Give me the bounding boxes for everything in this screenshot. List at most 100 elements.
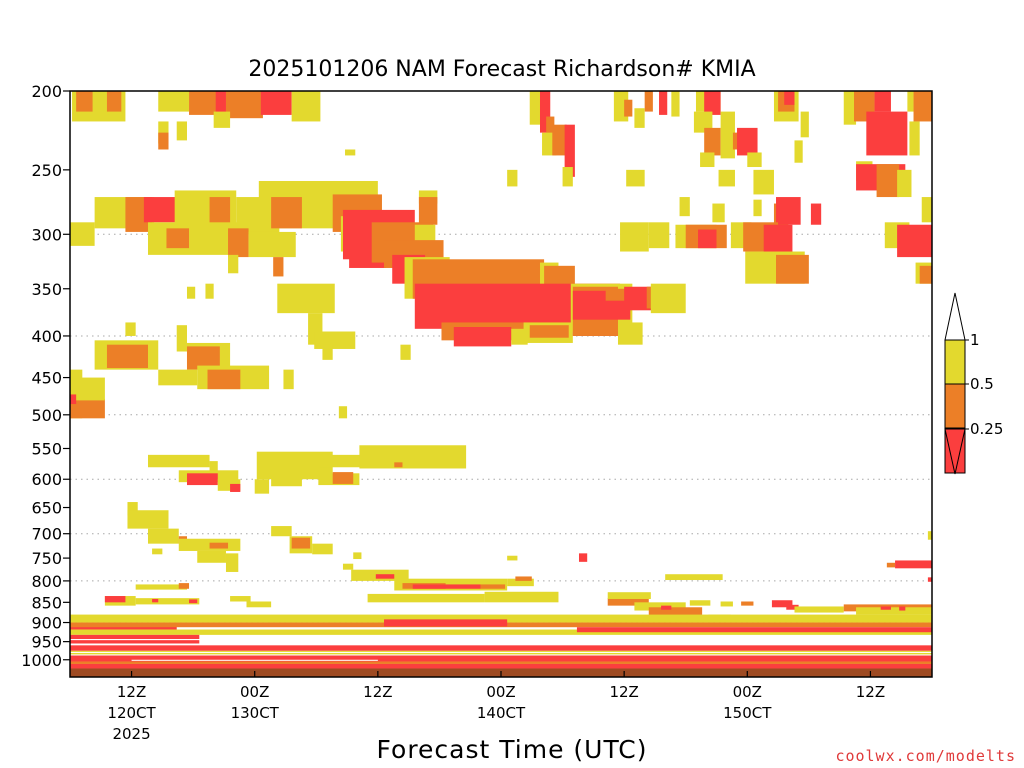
cell-107 <box>314 331 356 349</box>
cell-207 <box>856 607 932 615</box>
cell-76 <box>70 222 95 246</box>
gap-3 <box>70 651 932 653</box>
x-axis-label: Forecast Time (UTC) <box>377 735 648 764</box>
cell-12 <box>213 111 231 128</box>
cell-96 <box>776 254 809 284</box>
cell-5 <box>215 91 226 115</box>
cell-169 <box>291 537 311 549</box>
cell-4 <box>189 91 218 115</box>
cell-210 <box>927 531 932 540</box>
y-tick-label-500: 500 <box>31 406 62 425</box>
cell-140 <box>70 398 105 419</box>
cell-220 <box>384 619 508 627</box>
cell-21 <box>562 167 573 187</box>
cell-158 <box>127 502 138 516</box>
cell-8 <box>291 91 321 122</box>
cell-205 <box>794 606 844 613</box>
y-tick-label-750: 750 <box>31 549 62 568</box>
cell-170 <box>312 543 333 555</box>
cell-163 <box>209 542 229 549</box>
cell-130 <box>176 325 187 352</box>
cell-178 <box>480 584 506 589</box>
cell-190 <box>152 598 159 603</box>
colorbar-label-2: 0.25 <box>970 420 1003 438</box>
y-axis: 200 250 300 350 400 450 500 550 600 650 700 750 800 8… <box>21 82 70 670</box>
cell-224 <box>70 655 932 662</box>
y-tick-label-300: 300 <box>31 225 62 244</box>
y-tick-label-950: 950 <box>31 633 62 652</box>
cell-16 <box>546 116 555 144</box>
cell-14 <box>529 91 540 125</box>
cell-135 <box>207 369 241 390</box>
y-tick-label-800: 800 <box>31 572 62 591</box>
colorbar-bin-0 <box>944 339 966 385</box>
cell-6 <box>225 91 263 119</box>
cell-157 <box>332 472 354 484</box>
cell-144 <box>147 454 210 468</box>
cell-7 <box>260 91 292 115</box>
cell-189 <box>135 598 200 605</box>
cell-226 <box>70 663 932 669</box>
cell-183 <box>367 593 485 603</box>
cell-155 <box>271 470 302 487</box>
cell-192 <box>230 596 251 602</box>
cell-132 <box>186 346 220 370</box>
y-tick-label-700: 700 <box>31 525 62 544</box>
cell-26 <box>659 91 668 115</box>
cell-213 <box>927 577 932 582</box>
x-tick-date-5: 150CT <box>723 704 772 722</box>
cell-101 <box>228 254 239 274</box>
cell-71 <box>753 199 762 217</box>
cell-25 <box>634 108 645 128</box>
cell-218 <box>70 629 932 635</box>
cell-215 <box>70 614 932 623</box>
cell-91 <box>698 229 717 249</box>
cell-180 <box>515 576 532 581</box>
x-tick-label-2: 12Z <box>363 683 392 701</box>
cell-195 <box>607 598 649 606</box>
cell-53 <box>897 169 912 198</box>
cell-28 <box>626 169 645 187</box>
gap-1 <box>254 640 358 643</box>
cell-141 <box>74 377 105 401</box>
cell-124 <box>624 286 653 311</box>
cell-41 <box>800 111 809 138</box>
cell-138 <box>400 344 411 360</box>
cell-145 <box>209 461 218 480</box>
gap-2 <box>480 641 932 643</box>
cell-43 <box>843 91 857 125</box>
y-tick-label-1000: 1000 <box>21 651 62 670</box>
cell-24 <box>644 91 653 112</box>
cell-32 <box>704 127 721 156</box>
cell-199 <box>661 605 672 610</box>
x-tick-label-0: 12Z <box>117 683 146 701</box>
cell-177 <box>412 584 481 589</box>
cell-49 <box>909 121 920 156</box>
cell-154 <box>254 479 270 494</box>
cell-33 <box>700 152 715 168</box>
cell-137 <box>322 344 333 360</box>
cell-80 <box>248 231 296 258</box>
cell-79 <box>228 228 249 258</box>
cell-1 <box>76 91 93 112</box>
cell-165 <box>197 550 226 563</box>
cell-100 <box>919 265 932 284</box>
colorbar-label-1: 0.5 <box>970 375 994 393</box>
cell-18 <box>552 124 567 156</box>
cell-129 <box>106 344 148 369</box>
cell-198 <box>648 607 703 617</box>
cell-73 <box>776 197 801 225</box>
cell-27 <box>671 91 680 117</box>
y-tick-label-900: 900 <box>31 614 62 633</box>
cell-186 <box>178 583 190 589</box>
cell-194 <box>665 574 723 581</box>
cell-212 <box>895 560 932 569</box>
cell-58 <box>143 197 181 223</box>
cell-30 <box>704 91 721 115</box>
gap-4 <box>131 659 378 661</box>
cell-19 <box>564 124 575 177</box>
y-tick-label-450: 450 <box>31 369 62 388</box>
cell-37 <box>747 152 762 168</box>
cell-114 <box>453 327 512 347</box>
cell-45 <box>866 111 908 156</box>
